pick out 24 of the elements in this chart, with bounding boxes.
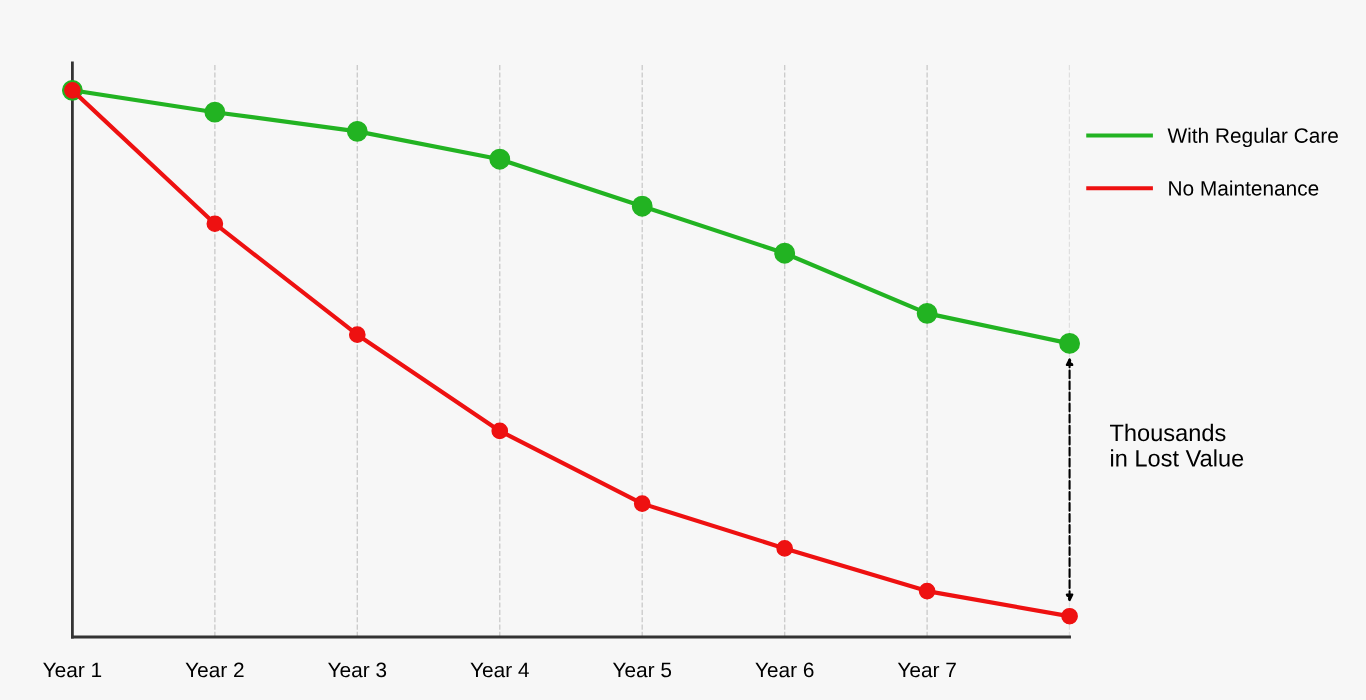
- x-tick-label: Year 5: [612, 662, 672, 678]
- x-tick-label: Year 1: [43, 662, 102, 678]
- point: [774, 242, 796, 264]
- point: [916, 302, 938, 324]
- point: [489, 148, 511, 170]
- point: [204, 101, 226, 123]
- point: [346, 120, 368, 142]
- point: [633, 495, 651, 512]
- point: [918, 582, 936, 600]
- legend-label: No Maintenance: [1169, 180, 1319, 196]
- x-tick-label: Year 2: [185, 662, 244, 678]
- x-tick-label: Year 4: [470, 662, 529, 678]
- point: [1059, 333, 1080, 354]
- point: [1061, 607, 1078, 625]
- point: [348, 326, 366, 344]
- point: [206, 215, 224, 233]
- legend-label: With Regular Care: [1167, 127, 1338, 148]
- point: [491, 422, 509, 440]
- point: [631, 195, 653, 217]
- x-tick-label: Year 6: [755, 662, 814, 678]
- text: Thousands in Lost Value: [1110, 423, 1244, 467]
- x-tick-label: Year 7: [897, 662, 956, 678]
- point: [776, 540, 794, 557]
- x-tick-label: Year 3: [328, 662, 387, 678]
